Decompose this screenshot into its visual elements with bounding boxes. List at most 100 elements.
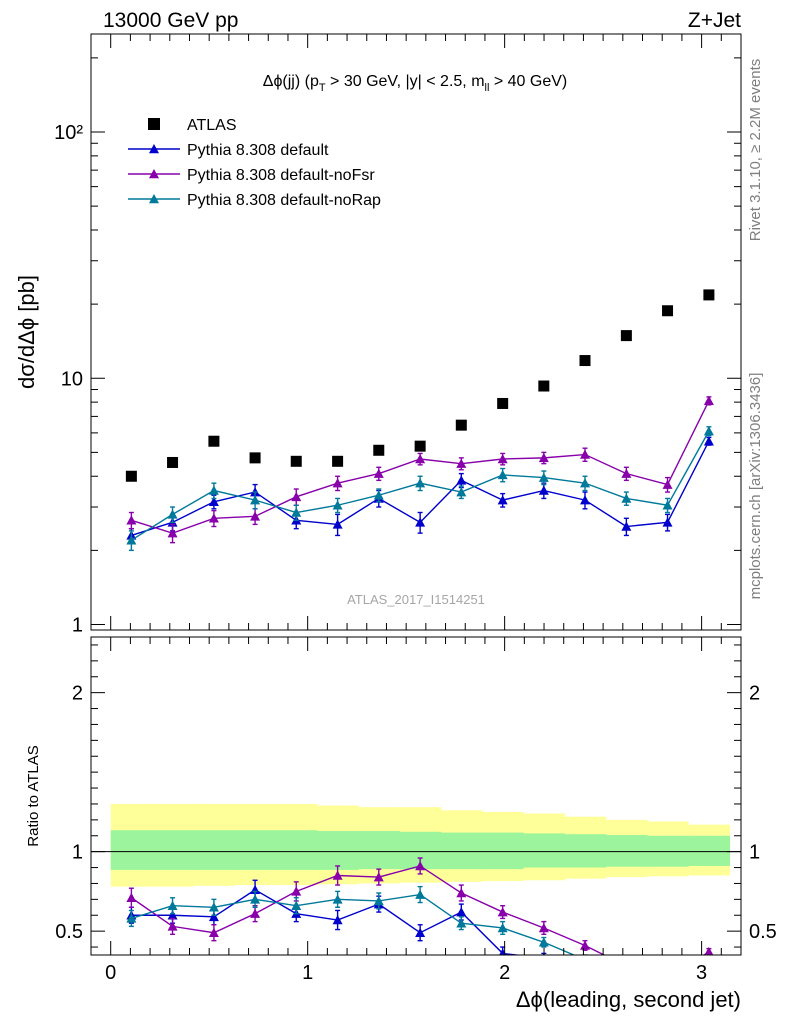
data-point — [538, 472, 549, 482]
ratio-data-point — [373, 895, 384, 906]
data-point — [290, 455, 302, 467]
plot-title: Δϕ(jj) (pT > 30 GeV, |y| < 2.5, mll > 40… — [263, 73, 567, 94]
inner-band-segment — [564, 834, 607, 868]
inner-band-segment — [358, 830, 400, 870]
data-point — [703, 395, 714, 406]
series-atlas — [125, 289, 715, 482]
data-point — [621, 493, 632, 503]
data-point — [167, 528, 178, 538]
data-point — [373, 444, 385, 456]
legend-label: Pythia 8.308 default-noRap — [187, 192, 381, 209]
data-point — [167, 509, 178, 519]
ratio-ytick-label: 0.5 — [55, 921, 83, 943]
data-point — [662, 517, 673, 527]
ratio-data-point — [332, 894, 343, 904]
data-point — [662, 479, 673, 489]
main-ylabel: dσ/dΔϕ [pb] — [14, 275, 39, 389]
ratio-data-point — [332, 870, 343, 880]
data-point — [497, 397, 509, 409]
ratio-data-point — [415, 927, 426, 937]
inner-band-segment — [481, 832, 524, 870]
ratio-data-point — [373, 872, 384, 882]
main-frame — [90, 33, 742, 631]
data-point — [208, 485, 219, 495]
data-point — [250, 495, 261, 505]
rivet-label: Rivet 3.1.10, ≥ 2.2M events — [747, 59, 764, 242]
data-point — [291, 491, 302, 502]
ratio-series-2 — [126, 857, 714, 970]
data-point — [125, 470, 137, 482]
data-point — [538, 380, 550, 392]
series-mc-3 — [126, 426, 714, 552]
ratio-data-point — [415, 860, 426, 871]
ratio-data-point — [704, 946, 714, 955]
ratio-data-point — [497, 907, 508, 917]
ratio-ytick-label-right: 1 — [749, 842, 760, 864]
data-point — [538, 452, 549, 463]
ratio-plot-area — [126, 857, 714, 980]
axis-ticks — [91, 34, 741, 955]
xtick-label: 0 — [105, 962, 116, 984]
data-point — [126, 535, 137, 545]
ratio-data-point — [208, 927, 219, 937]
data-point — [497, 495, 508, 505]
data-point — [332, 500, 343, 510]
data-point — [456, 475, 467, 485]
inner-band-segment — [110, 830, 153, 870]
title-part-b: > 30 GeV, |y| < 2.5, m — [326, 73, 485, 90]
ratio-data-point — [126, 892, 137, 903]
analysis-watermark: ATLAS_2017_I1514251 — [347, 592, 485, 607]
data-point — [414, 440, 426, 452]
data-point — [332, 478, 343, 488]
legend-item: Pythia 8.308 default — [128, 142, 329, 159]
ratio-series-3 — [126, 885, 631, 980]
data-point — [497, 454, 508, 464]
data-point — [538, 485, 549, 495]
main-ytick-label: 1 — [72, 615, 83, 637]
ratio-data-point — [580, 964, 590, 973]
data-point — [579, 355, 591, 367]
ratio-frame — [90, 636, 742, 956]
ratio-data-point — [291, 900, 302, 910]
data-point — [703, 289, 715, 301]
xtick-label: 3 — [696, 962, 707, 984]
data-point — [620, 330, 632, 342]
ratio-data-point — [167, 921, 178, 931]
ratio-data-point — [580, 940, 590, 950]
data-point — [208, 513, 219, 523]
data-point — [580, 449, 590, 459]
ratio-data-point — [538, 937, 549, 947]
ratio-data-point — [167, 910, 178, 920]
title-part-a: Δϕ(jj) (p — [263, 73, 319, 90]
inner-band-segment — [234, 830, 277, 870]
data-point — [332, 455, 344, 467]
data-point — [456, 487, 467, 497]
legend-label: Pythia 8.308 default-noFsr — [187, 167, 375, 184]
data-point — [291, 507, 302, 517]
legend: ATLAS Pythia 8.308 default Pythia 8.308 de… — [128, 117, 381, 209]
ratio-data-point — [621, 971, 631, 980]
data-point — [373, 490, 384, 500]
data-point — [415, 517, 426, 527]
legend-item: Pythia 8.308 default-noRap — [128, 192, 381, 209]
data-point — [415, 454, 426, 464]
ratio-data-point — [291, 886, 302, 896]
data-point — [332, 519, 343, 529]
data-point — [703, 436, 714, 446]
legend-label: Pythia 8.308 default — [187, 142, 329, 159]
xtick-label: 2 — [499, 962, 510, 984]
inner-band-segment — [440, 832, 483, 870]
ratio-data-point — [621, 961, 631, 970]
ratio-data-point — [167, 900, 178, 910]
data-point — [456, 458, 467, 468]
ratio-xlabel: Δϕ(leading, second jet) — [516, 987, 741, 1012]
data-point — [167, 456, 179, 468]
data-point — [373, 468, 384, 478]
ratio-data-point — [250, 894, 261, 904]
legend-label: ATLAS — [187, 117, 237, 134]
data-point — [208, 435, 220, 447]
ratio-ytick-label: 2 — [72, 683, 83, 705]
mcplots-label: mcplots.cern.ch [arXiv:1306.3436] — [747, 373, 764, 600]
ratio-data-point — [208, 911, 219, 922]
